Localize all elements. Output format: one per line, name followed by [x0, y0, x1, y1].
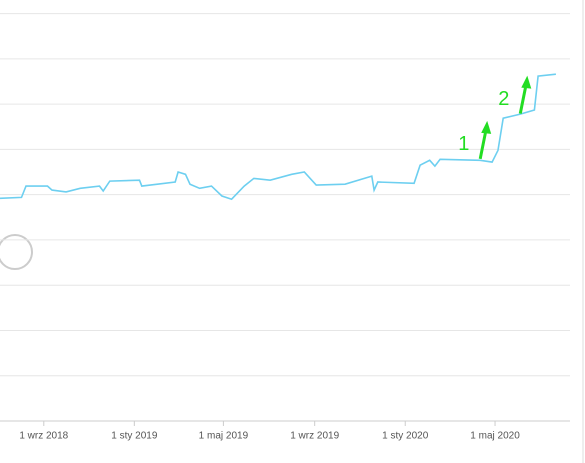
x-tick-label: 1 maj 2019 [199, 431, 249, 442]
annotation: 1 [458, 133, 469, 155]
loading-indicator [0, 234, 33, 270]
x-tick-label: 1 wrz 2019 [290, 431, 339, 442]
annotation: 2 [498, 88, 509, 110]
annotation-arrowhead [481, 120, 492, 134]
line-series [0, 73, 556, 201]
x-tick-label: 1 sty 2019 [111, 431, 158, 442]
annotation-arrow [478, 128, 488, 160]
annotation-arrowhead [521, 75, 532, 89]
x-tick-label: 1 wrz 2018 [19, 431, 68, 442]
x-tick-label: 1 sty 2020 [382, 431, 429, 442]
x-tick-label: 1 maj 2020 [470, 431, 520, 442]
annotation-arrow [518, 83, 528, 114]
